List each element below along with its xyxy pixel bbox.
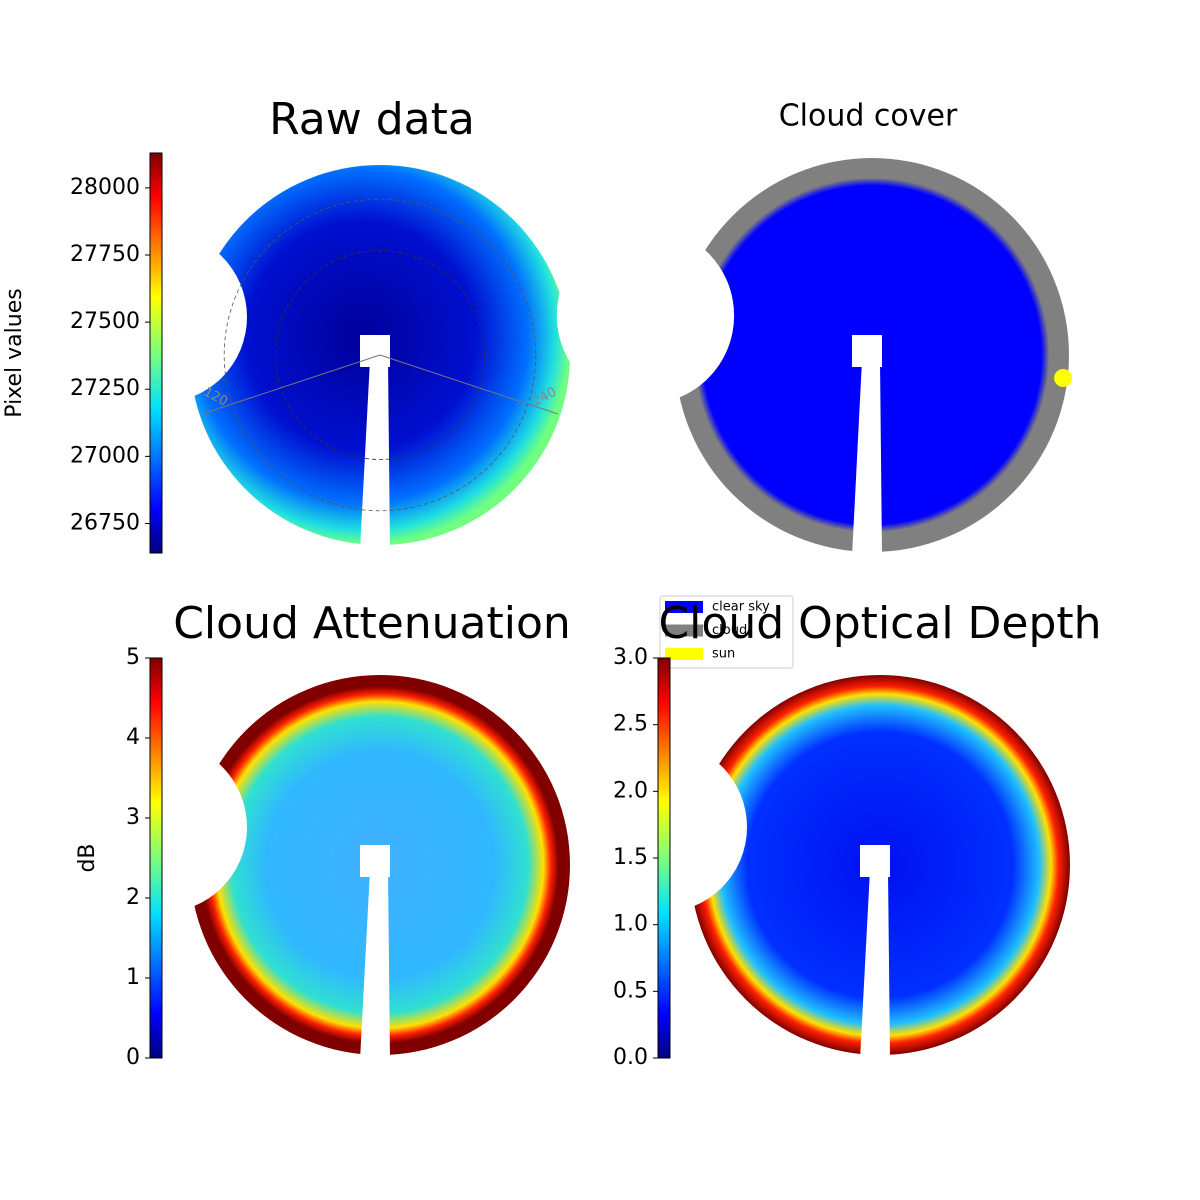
polar-grid <box>275 250 485 460</box>
panel-title: Raw data <box>269 94 475 145</box>
legend-label: clear sky <box>712 600 770 615</box>
colorbar-tick-label: 1.0 <box>613 912 648 937</box>
colorbar-tick-label: 27250 <box>70 376 140 401</box>
mast-shadow <box>360 870 390 1060</box>
legend-swatch <box>665 601 703 613</box>
colorbar-tick-label: 2 <box>126 885 140 910</box>
colorbar-tick-label: 3.0 <box>613 645 648 670</box>
azimuth-line <box>379 354 558 415</box>
colorbar-label: dB <box>75 843 100 872</box>
colorbar-tick-label: 0.0 <box>613 1045 648 1070</box>
panel-title: Cloud Optical Depth <box>658 598 1101 649</box>
mast-head <box>852 335 882 367</box>
colorbar-tick-label: 27750 <box>70 242 140 267</box>
colorbar-tick-label: 0.5 <box>613 978 648 1003</box>
mast-shadow <box>360 360 390 550</box>
colorbar-tick-label: 5 <box>126 645 140 670</box>
colorbar-tick-label: 3 <box>126 805 140 830</box>
azimuth-line <box>202 354 381 415</box>
polar-grid <box>223 198 537 512</box>
colorbar-tick-label: 0 <box>126 1045 140 1070</box>
colorbar-tick-label: 2.5 <box>613 712 648 737</box>
legend-label: cloud <box>712 623 747 638</box>
colorbar-tick-label: 2.0 <box>613 778 648 803</box>
mast-shadow <box>852 360 882 557</box>
image-notch <box>556 226 735 405</box>
sun-marker <box>1054 369 1073 387</box>
mast-shadow <box>860 870 890 1060</box>
mast-head <box>860 845 890 877</box>
legend-swatch <box>665 624 703 637</box>
colorbar-tick-label: 4 <box>126 725 140 750</box>
legend-label: sun <box>712 647 735 662</box>
colorbar-tick-label: 26750 <box>70 510 140 535</box>
colorbar-tick-label: 27500 <box>70 309 140 334</box>
colorbar-tick-label: 1 <box>126 965 140 990</box>
colorbar <box>149 657 163 1059</box>
mast-head <box>360 845 390 877</box>
colorbar <box>657 657 671 1059</box>
colorbar-tick-label: 1.5 <box>613 845 648 870</box>
mast-head <box>360 335 390 367</box>
panel-title: Cloud Attenuation <box>173 598 571 649</box>
colorbar-label: Pixel values <box>2 288 27 417</box>
colorbar-tick-label: 28000 <box>70 175 140 200</box>
panel-title: Cloud cover <box>779 99 958 134</box>
colorbar-tick-label: 27000 <box>70 443 140 468</box>
colorbar <box>149 152 163 554</box>
legend-swatch <box>665 648 703 660</box>
